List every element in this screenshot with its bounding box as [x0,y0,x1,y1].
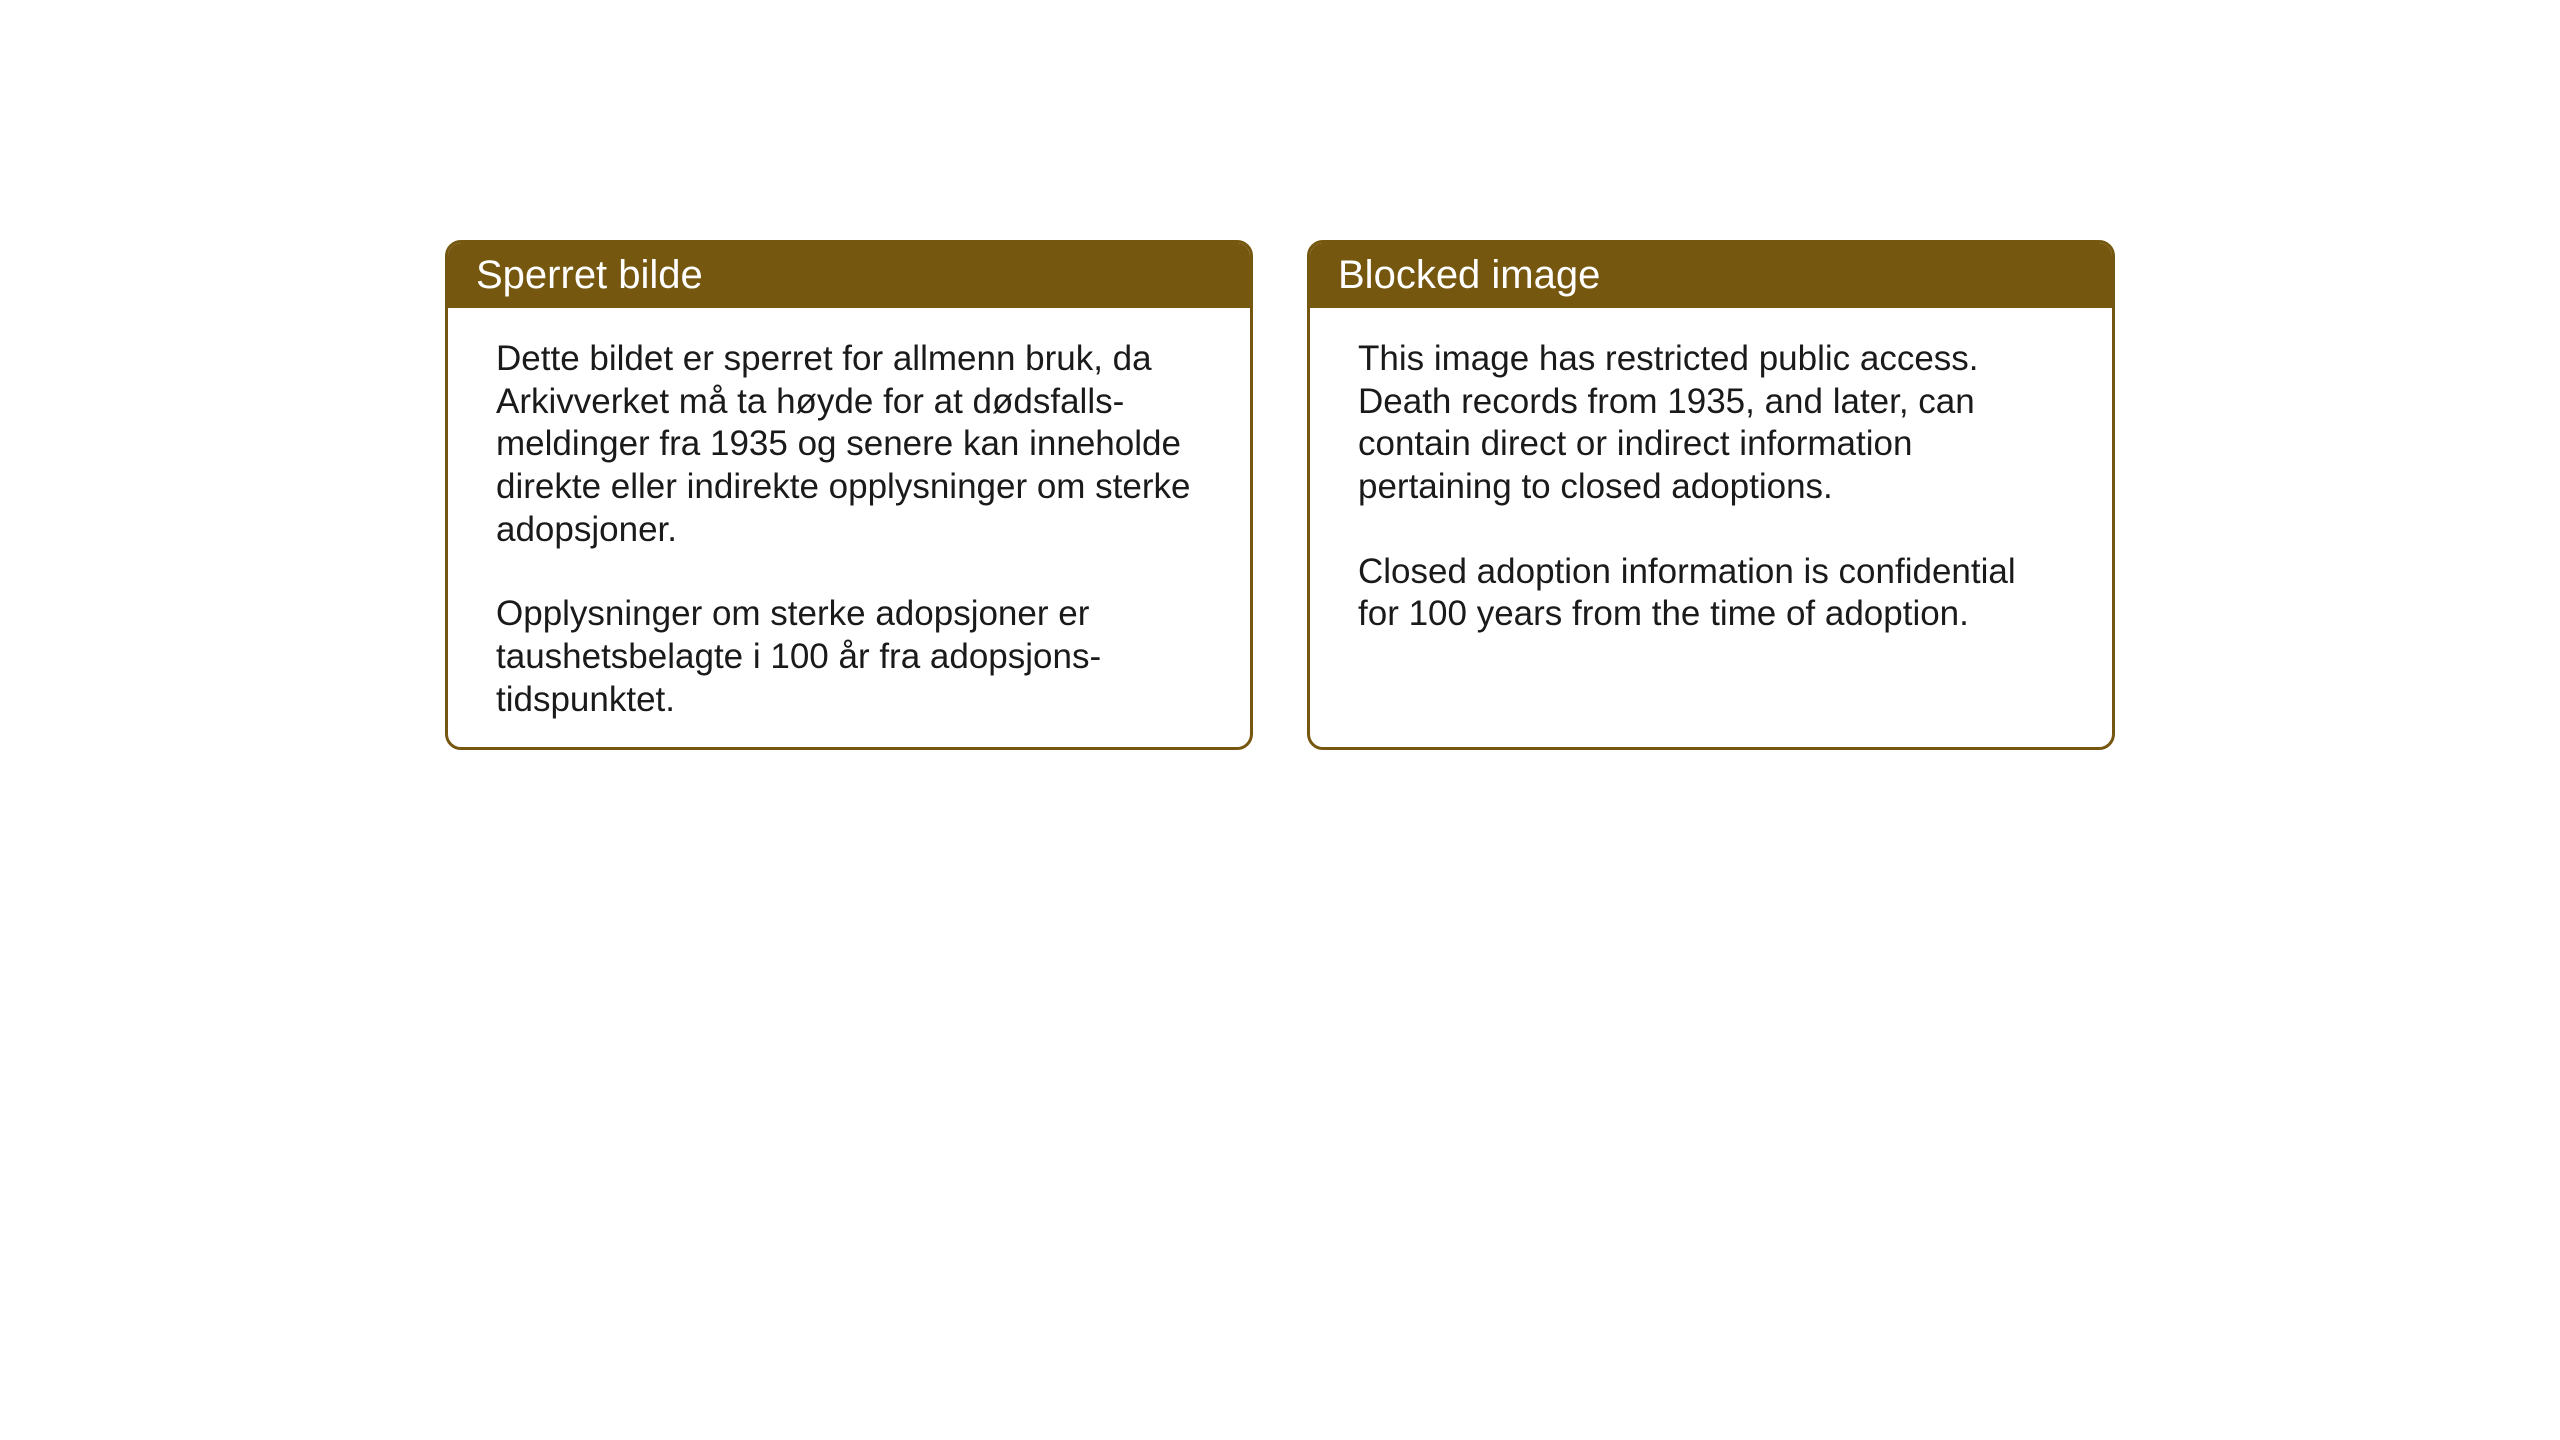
english-paragraph-2: Closed adoption information is confident… [1358,551,2064,636]
norwegian-notice-card: Sperret bilde Dette bildet er sperret fo… [445,240,1253,750]
english-card-title: Blocked image [1338,253,1600,297]
english-notice-card: Blocked image This image has restricted … [1307,240,2115,750]
norwegian-card-title: Sperret bilde [476,253,703,297]
notice-container: Sperret bilde Dette bildet er sperret fo… [445,240,2115,750]
english-card-body: This image has restricted public access.… [1310,308,2112,676]
norwegian-paragraph-2: Opplysninger om sterke adopsjoner er tau… [496,593,1202,721]
norwegian-card-body: Dette bildet er sperret for allmenn bruk… [448,308,1250,750]
norwegian-card-header: Sperret bilde [448,243,1250,308]
norwegian-paragraph-1: Dette bildet er sperret for allmenn bruk… [496,338,1202,551]
english-card-header: Blocked image [1310,243,2112,308]
english-paragraph-1: This image has restricted public access.… [1358,338,2064,509]
